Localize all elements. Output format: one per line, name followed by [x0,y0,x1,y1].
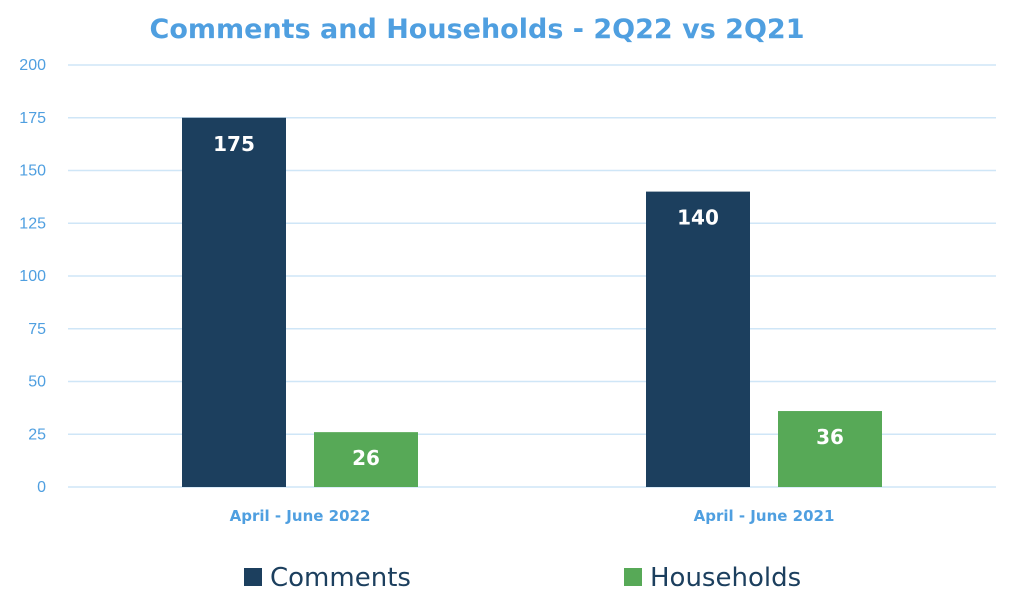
legend-label-households: Households [650,563,801,593]
y-axis-tick-labels: 0 25 50 75 100 125 150 175 200 [19,57,46,496]
category-label-1: April - June 2021 [694,507,835,525]
bar-households-0 [314,432,418,487]
legend-swatch-households [624,568,642,586]
bar-comments-0 [182,117,286,487]
legend: Comments Households [244,563,801,593]
category-label-0: April - June 2022 [230,507,371,525]
y-tick-label-100: 100 [19,268,46,285]
y-tick-label-0: 0 [37,479,46,496]
legend-label-comments: Comments [270,563,411,593]
data-labels: 175 26 140 36 [213,132,844,470]
y-tick-label-50: 50 [28,374,46,391]
data-label-comments-0: 175 [213,132,255,156]
y-tick-label-175: 175 [19,110,46,127]
x-axis-category-labels: April - June 2022 April - June 2021 [230,507,835,525]
data-label-households-0: 26 [352,446,380,470]
data-label-comments-1: 140 [677,206,719,230]
y-tick-label-200: 200 [19,57,46,74]
bar-comments-1 [646,191,750,487]
bars [182,117,882,487]
bar-households-1 [778,411,882,487]
y-tick-label-75: 75 [28,321,46,338]
y-tick-label-125: 125 [19,215,46,232]
y-tick-label-25: 25 [28,426,46,443]
y-tick-label-150: 150 [19,163,46,180]
legend-swatch-comments [244,568,262,586]
data-label-households-1: 36 [816,425,844,449]
chart-title: Comments and Households - 2Q22 vs 2Q21 [150,14,805,45]
